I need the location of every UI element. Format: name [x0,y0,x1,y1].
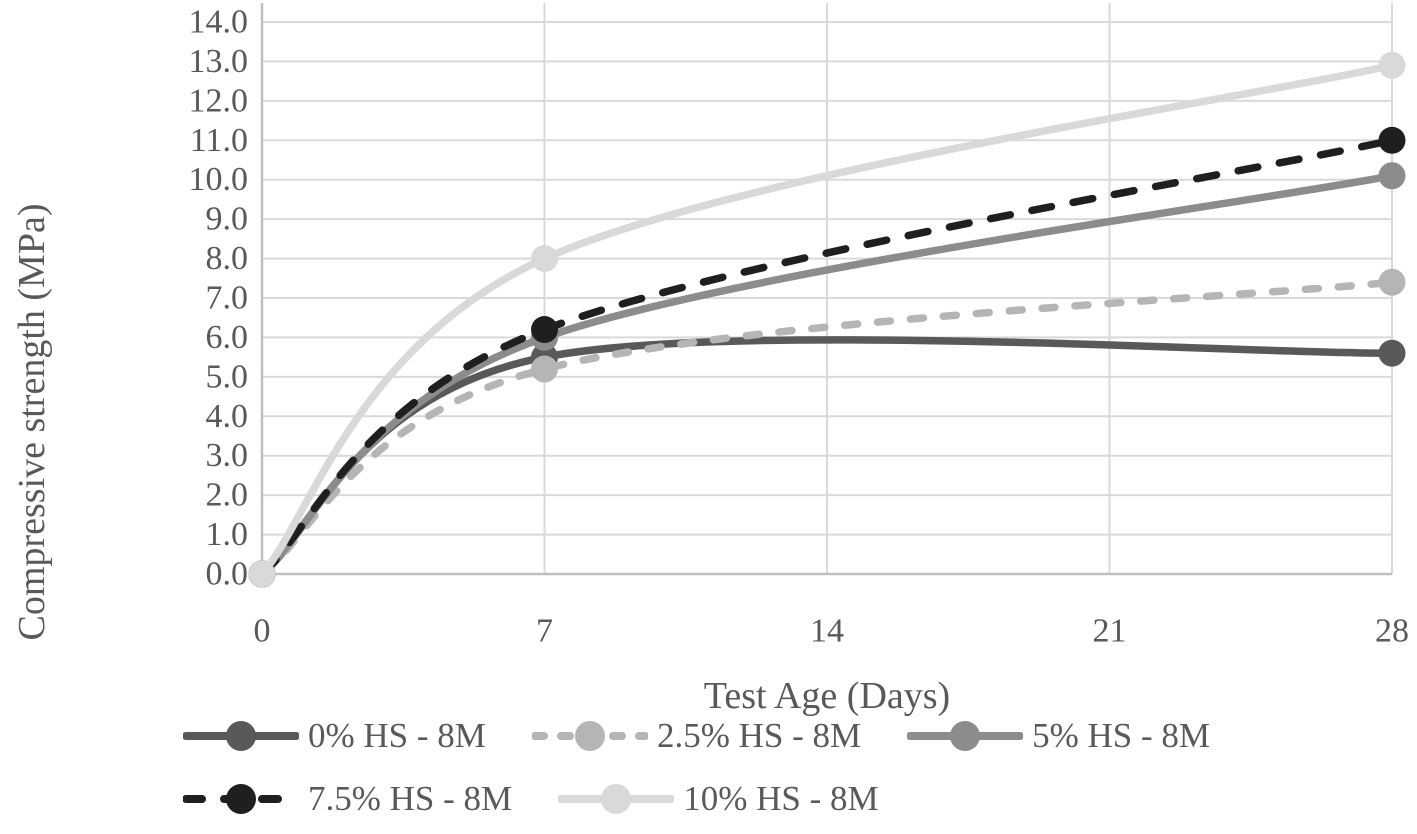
data-point-marker [1378,162,1406,190]
legend-row: 0% HS - 8M 2.5% HS - 8M 5% HS - 8M [183,713,1210,759]
y-tick-label: 10.0 [189,161,249,198]
x-axis-title: Test Age (Days) [703,675,951,717]
x-tick-label: 7 [536,613,553,650]
legend-item: 10% HS - 8M [558,776,879,822]
data-point-marker [1378,126,1406,154]
y-tick-label: 5.0 [206,358,249,395]
y-tick-label: 1.0 [206,516,249,553]
legend-label: 10% HS - 8M [683,779,879,818]
legend-swatch [183,784,299,814]
legend-marker [574,721,605,751]
legend-item: 0% HS - 8M [183,713,486,759]
legend-marker [226,721,256,751]
data-point-marker [531,355,558,383]
legend-marker [950,721,981,751]
x-tick-label: 14 [810,613,844,650]
legend-label: 0% HS - 8M [308,716,486,755]
legend-label: 5% HS - 8M [1032,716,1211,755]
y-tick-label: 4.0 [206,398,249,435]
legend-item: 7.5% HS - 8M [183,776,512,822]
legend-label: 2.5% HS - 8M [656,716,862,755]
series-line [258,278,1396,578]
data-point-marker [531,316,558,344]
x-tick-label: 0 [254,613,271,650]
y-tick-label: 8.0 [206,240,249,277]
legend-swatch [183,721,299,751]
series-line [258,61,1396,578]
legend: 0% HS - 8M 2.5% HS - 8M 5% HS - 8M 7.5% HS … [183,713,1210,822]
legend-item: 2.5% HS - 8M [531,713,862,759]
legend-marker [226,784,256,814]
y-tick-label: 7.0 [206,279,249,316]
y-tick-label: 13.0 [189,43,249,80]
legend-item: 5% HS - 8M [907,713,1210,759]
legend-row: 7.5% HS - 8M 10% HS - 8M [183,776,1210,822]
x-tick-label: 21 [1093,613,1127,650]
y-tick-label: 12.0 [189,82,249,119]
legend-marker [601,784,632,814]
y-tick-label: 9.0 [206,201,249,238]
y-tick-label: 0.0 [206,556,249,593]
y-tick-label: 3.0 [206,437,249,474]
x-tick-label: 28 [1375,613,1409,650]
data-point-marker [1378,268,1406,296]
legend-label: 7.5% HS - 8M [308,779,513,818]
data-point-marker [1378,51,1406,79]
data-point-marker [248,560,276,588]
y-tick-label: 14.0 [189,3,249,40]
legend-swatch [907,721,1024,751]
data-point-marker [531,245,558,273]
y-tick-label: 2.0 [206,477,249,514]
legend-swatch [531,721,648,751]
y-axis-title: Compressive strength (MPa) [11,203,53,641]
data-point-marker [1378,339,1406,367]
plot-area: 0.01.02.03.04.05.06.07.08.09.010.011.012… [189,3,1409,650]
y-tick-label: 11.0 [190,122,248,159]
legend-swatch [558,784,675,814]
y-tick-label: 6.0 [206,319,249,356]
series-line [258,136,1396,578]
